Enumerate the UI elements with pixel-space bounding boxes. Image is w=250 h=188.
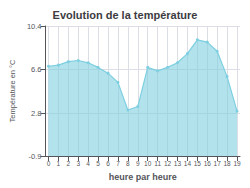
svg-text:2: 2 xyxy=(67,160,71,167)
svg-text:12: 12 xyxy=(164,160,172,167)
svg-text:Evolution de la température: Evolution de la température xyxy=(53,9,198,21)
svg-text:13: 13 xyxy=(174,160,182,167)
svg-text:4: 4 xyxy=(86,160,90,167)
svg-text:0: 0 xyxy=(47,160,51,167)
svg-text:8: 8 xyxy=(126,160,130,167)
svg-text:-0.9: -0.9 xyxy=(29,152,42,161)
svg-text:17: 17 xyxy=(214,160,222,167)
svg-text:18: 18 xyxy=(223,160,231,167)
svg-text:7: 7 xyxy=(116,160,120,167)
svg-text:10: 10 xyxy=(144,160,152,167)
svg-text:6: 6 xyxy=(106,160,110,167)
svg-text:16: 16 xyxy=(204,160,212,167)
svg-text:3: 3 xyxy=(76,160,80,167)
svg-text:6.6: 6.6 xyxy=(31,65,41,74)
svg-text:11: 11 xyxy=(154,160,161,167)
svg-text:heure par heure: heure par heure xyxy=(109,172,177,182)
svg-text:15: 15 xyxy=(194,160,202,167)
svg-text:9: 9 xyxy=(136,160,140,167)
svg-text:19: 19 xyxy=(233,160,241,167)
svg-text:1: 1 xyxy=(57,160,61,167)
svg-text:14: 14 xyxy=(184,160,192,167)
svg-text:5: 5 xyxy=(96,160,100,167)
svg-text:10.4: 10.4 xyxy=(27,22,42,31)
svg-text:2.8: 2.8 xyxy=(31,109,41,118)
svg-text:Température en °C: Température en °C xyxy=(8,59,17,123)
